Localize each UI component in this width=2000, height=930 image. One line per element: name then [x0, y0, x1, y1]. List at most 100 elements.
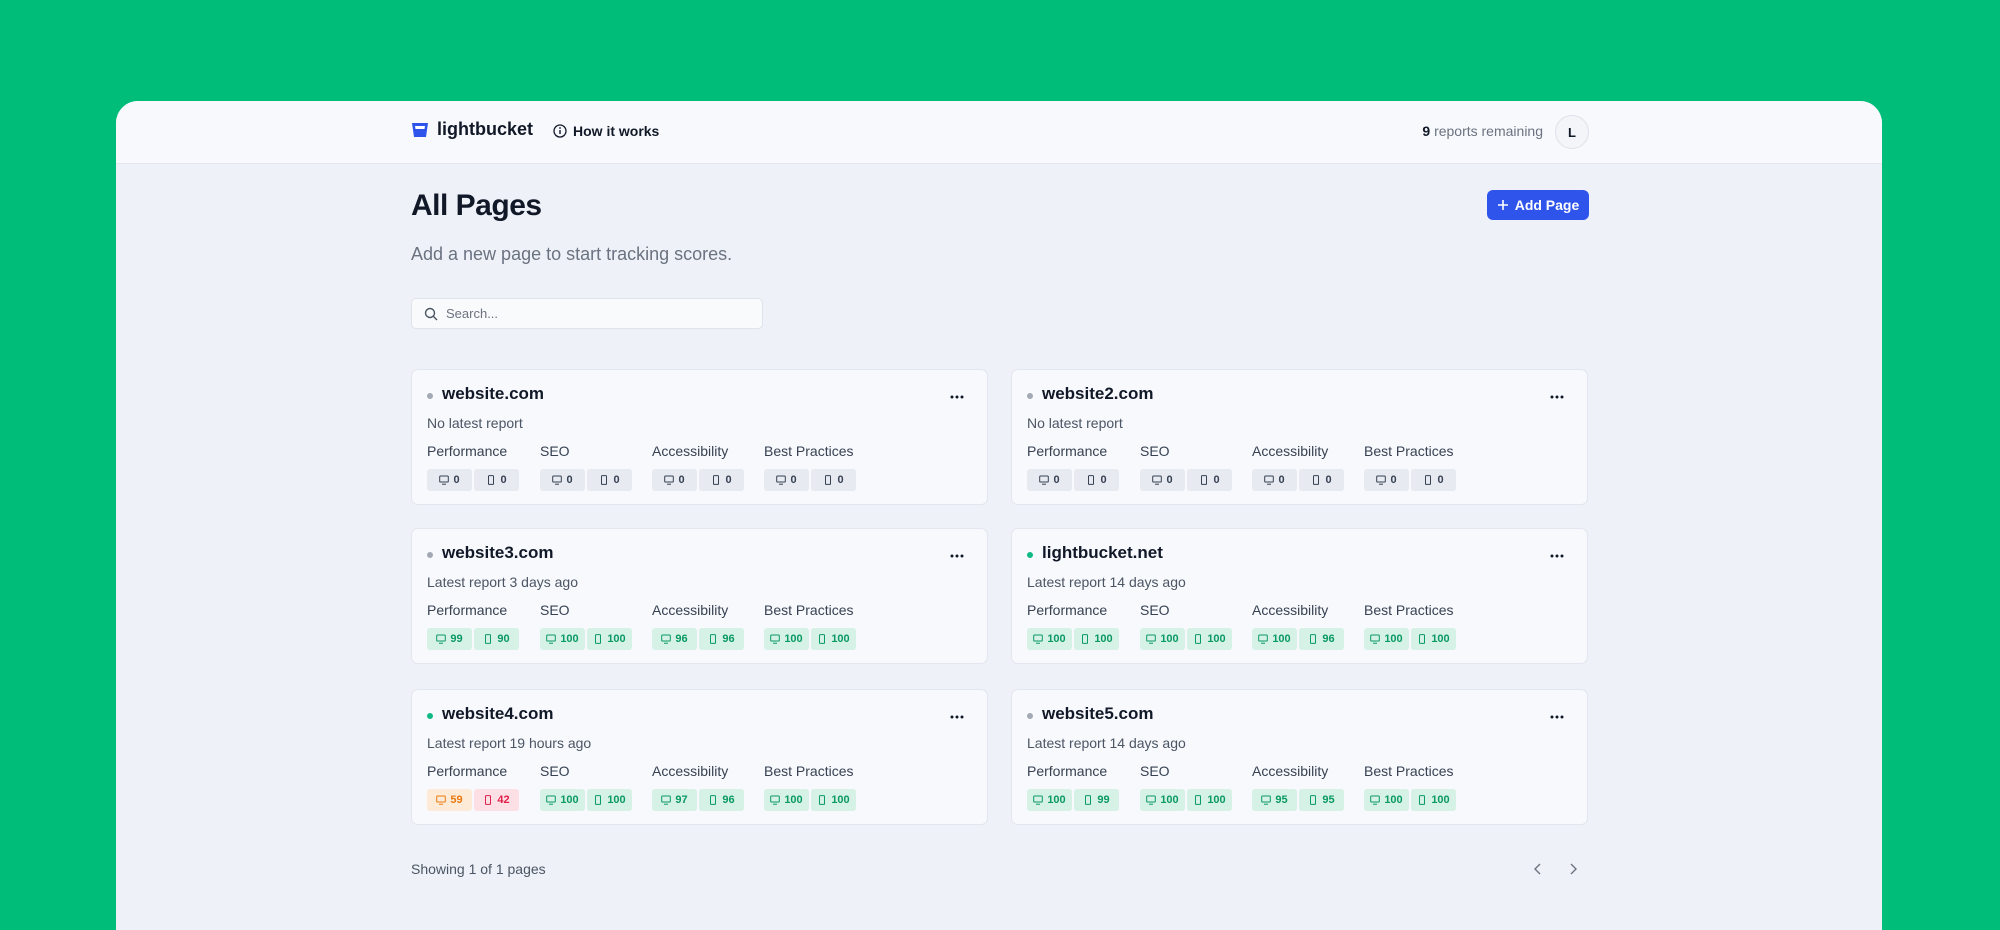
mobile-icon — [710, 634, 717, 644]
desktop-icon — [661, 795, 672, 805]
desktop-score: 0 — [764, 469, 809, 491]
mobile-score: 0 — [587, 469, 632, 491]
score-value: 95 — [1322, 794, 1335, 806]
score-value: 95 — [1275, 794, 1288, 806]
search-input[interactable]: Search... — [411, 298, 763, 329]
search-placeholder: Search... — [446, 306, 499, 321]
mobile-icon — [1310, 634, 1317, 644]
metric-label: Best Practices — [1364, 602, 1454, 618]
desktop-score: 99 — [427, 628, 472, 650]
mobile-score: 100 — [587, 628, 632, 650]
add-page-text: Add Page — [1514, 197, 1580, 213]
card-menu[interactable] — [1549, 712, 1565, 722]
score-value: 0 — [1100, 474, 1107, 486]
desktop-icon — [436, 634, 447, 644]
app-panel: lightbucket How it works 9 reports remai… — [116, 101, 1882, 930]
desktop-icon — [1146, 634, 1157, 644]
mobile-icon — [1419, 634, 1426, 644]
mobile-icon — [485, 795, 492, 805]
desktop-score: 100 — [1364, 628, 1409, 650]
prev-page[interactable] — [1530, 861, 1546, 877]
page-card[interactable]: website.com No latest report Performance 0 0… — [411, 369, 988, 505]
score-value: 0 — [1325, 474, 1332, 486]
metric-label: SEO — [1140, 602, 1170, 618]
mobile-icon — [485, 634, 492, 644]
mobile-icon — [819, 795, 826, 805]
score-value: 0 — [500, 474, 507, 486]
page-name: website.com — [442, 384, 545, 403]
desktop-score: 100 — [540, 628, 585, 650]
page-card[interactable]: lightbucket.net Latest report 14 days ago… — [1011, 528, 1588, 664]
metric-label: Accessibility — [1252, 602, 1329, 618]
page-card[interactable]: website3.com Latest report 3 days ago Perf… — [411, 528, 988, 664]
card-menu[interactable] — [949, 712, 965, 722]
metric-label: Accessibility — [1252, 763, 1329, 779]
mobile-icon — [488, 475, 495, 485]
mobile-icon — [825, 475, 832, 485]
desktop-score: 100 — [764, 628, 809, 650]
desktop-icon — [1370, 634, 1381, 644]
desktop-score: 0 — [1252, 469, 1297, 491]
score-value: 100 — [1431, 633, 1450, 645]
card-menu[interactable] — [949, 551, 965, 561]
card-menu[interactable] — [949, 392, 965, 402]
score-value: 100 — [607, 794, 626, 806]
mobile-score: 99 — [1074, 789, 1119, 811]
desktop-score: 100 — [1252, 628, 1297, 650]
mobile-score: 100 — [1411, 628, 1456, 650]
mobile-icon — [595, 795, 602, 805]
page-card[interactable]: website4.com Latest report 19 hours ago Pe… — [411, 689, 988, 825]
page-name: lightbucket.net — [1042, 543, 1163, 562]
reports-count: 9 — [1422, 123, 1431, 139]
plus-icon — [1497, 200, 1508, 210]
metric-label: SEO — [540, 443, 570, 459]
desktop-icon — [1033, 795, 1044, 805]
mobile-icon — [1425, 475, 1432, 485]
score-value: 100 — [1160, 633, 1179, 645]
avatar[interactable]: L — [1555, 115, 1589, 149]
score-value: 96 — [722, 794, 735, 806]
mobile-score: 100 — [811, 628, 856, 650]
status-dot — [427, 393, 433, 399]
reports-remaining: 9 reports remaining — [1422, 123, 1543, 139]
metric-label: Best Practices — [764, 763, 854, 779]
mobile-score: 0 — [1074, 469, 1119, 491]
metric-label: Accessibility — [1252, 443, 1329, 459]
desktop-icon — [1264, 475, 1275, 485]
desktop-icon — [1370, 795, 1381, 805]
score-value: 100 — [560, 633, 579, 645]
metric-label: Performance — [1027, 602, 1108, 618]
mobile-score: 100 — [1187, 789, 1232, 811]
metric-label: SEO — [1140, 763, 1170, 779]
page-card[interactable]: website2.com No latest report Performance 0… — [1011, 369, 1588, 505]
mobile-score: 96 — [1299, 628, 1344, 650]
desktop-score: 0 — [652, 469, 697, 491]
metric-label: Accessibility — [652, 602, 729, 618]
status-dot — [427, 552, 433, 558]
score-value: 0 — [1390, 474, 1397, 486]
brand-name: lightbucket — [437, 119, 534, 139]
metric-label: Best Practices — [764, 443, 854, 459]
metric-label: SEO — [540, 763, 570, 779]
mobile-score: 95 — [1299, 789, 1344, 811]
desktop-icon — [546, 634, 557, 644]
report-status: Latest report 14 days ago — [1027, 574, 1186, 590]
reports-label: reports remaining — [1434, 123, 1543, 139]
add-page-button[interactable]: Add Page — [1487, 190, 1589, 220]
desktop-score: 97 — [652, 789, 697, 811]
card-menu[interactable] — [1549, 551, 1565, 561]
metric-label: SEO — [1140, 443, 1170, 459]
desktop-icon — [552, 475, 563, 485]
score-value: 59 — [450, 794, 463, 806]
report-status: No latest report — [427, 415, 523, 431]
how-it-works-link[interactable]: How it works — [553, 123, 659, 139]
mobile-score: 0 — [1187, 469, 1232, 491]
next-page[interactable] — [1565, 861, 1581, 877]
brand[interactable]: lightbucket — [411, 119, 533, 140]
card-menu[interactable] — [1549, 392, 1565, 402]
page-card[interactable]: website5.com Latest report 14 days ago Per… — [1011, 689, 1588, 825]
page-subtitle: Add a new page to start tracking scores. — [411, 244, 733, 264]
desktop-score: 100 — [1027, 789, 1072, 811]
mobile-score: 90 — [474, 628, 519, 650]
report-status: Latest report 19 hours ago — [427, 735, 592, 751]
